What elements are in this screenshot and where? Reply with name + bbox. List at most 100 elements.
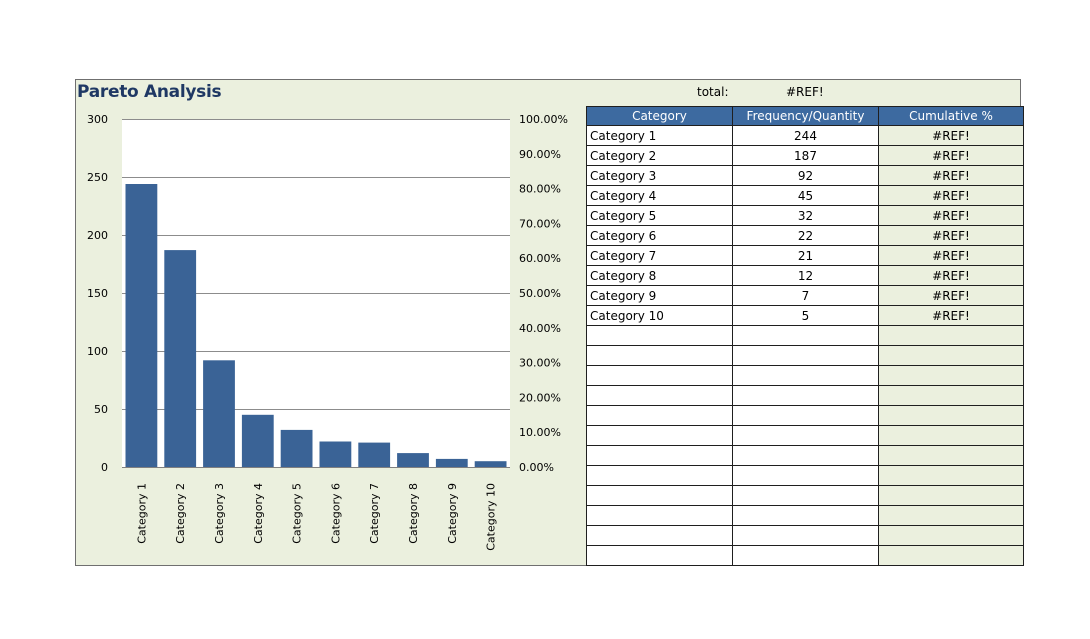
cumulative-cell[interactable]: [878, 325, 1024, 346]
cumulative-cell[interactable]: #REF!: [878, 165, 1024, 186]
frequency-cell[interactable]: 22: [732, 225, 879, 246]
category-cell[interactable]: Category 1: [586, 125, 733, 146]
table-row: Category 6 22 #REF!: [586, 225, 1024, 246]
y2-tick-label: 20.00%: [519, 391, 561, 404]
page-title: Pareto Analysis: [77, 82, 222, 102]
y2-tick-label: 70.00%: [519, 217, 561, 230]
category-cell[interactable]: [586, 385, 733, 406]
cumulative-cell[interactable]: #REF!: [878, 205, 1024, 226]
frequency-cell[interactable]: [732, 545, 879, 566]
frequency-cell[interactable]: 244: [732, 125, 879, 146]
table-row: [586, 345, 1024, 366]
cumulative-cell[interactable]: #REF!: [878, 145, 1024, 166]
category-cell[interactable]: [586, 425, 733, 446]
table-row: [586, 385, 1024, 406]
frequency-cell[interactable]: [732, 345, 879, 366]
table-body: Category 1 244 #REF! Category 2 187 #REF! Cate…: [586, 125, 1024, 566]
frequency-cell[interactable]: 187: [732, 145, 879, 166]
table-row: [586, 325, 1024, 346]
cumulative-cell[interactable]: [878, 545, 1024, 566]
bar: [203, 360, 235, 467]
cumulative-cell[interactable]: #REF!: [878, 285, 1024, 306]
y-tick-label: 150: [87, 287, 108, 300]
bar: [435, 458, 468, 467]
column-header-cumulative[interactable]: Cumulative %: [878, 106, 1024, 126]
x-tick-label: Category 3: [213, 483, 226, 544]
frequency-cell[interactable]: [732, 505, 879, 526]
frequency-cell[interactable]: [732, 365, 879, 386]
frequency-cell[interactable]: 92: [732, 165, 879, 186]
cumulative-cell[interactable]: #REF!: [878, 225, 1024, 246]
table-row: [586, 445, 1024, 466]
category-cell[interactable]: [586, 405, 733, 426]
frequency-cell[interactable]: [732, 385, 879, 406]
category-cell[interactable]: Category 9: [586, 285, 733, 306]
frequency-cell[interactable]: 45: [732, 185, 879, 206]
y2-tick-label: 50.00%: [519, 287, 561, 300]
bar: [164, 250, 197, 467]
cumulative-cell[interactable]: [878, 385, 1024, 406]
frequency-cell[interactable]: [732, 425, 879, 446]
category-cell[interactable]: [586, 365, 733, 386]
category-cell[interactable]: Category 10: [586, 305, 733, 326]
total-label: total:: [697, 85, 729, 99]
table-row: [586, 405, 1024, 426]
cumulative-cell[interactable]: [878, 405, 1024, 426]
bar: [358, 442, 391, 467]
table-row: Category 4 45 #REF!: [586, 185, 1024, 206]
pareto-chart: 0 50 100 150 200 250 300 0.00% 10.00% 20.00% 30.0…: [87, 113, 568, 551]
column-header-category[interactable]: Category: [586, 106, 733, 126]
cumulative-cell[interactable]: #REF!: [878, 185, 1024, 206]
frequency-cell[interactable]: [732, 445, 879, 466]
category-cell[interactable]: Category 3: [586, 165, 733, 186]
category-cell[interactable]: Category 5: [586, 205, 733, 226]
y2-tick-label: 100.00%: [519, 113, 568, 126]
frequency-cell[interactable]: [732, 485, 879, 506]
y-tick-label: 0: [101, 461, 108, 474]
cumulative-cell[interactable]: [878, 345, 1024, 366]
category-cell[interactable]: [586, 325, 733, 346]
x-tick-label: Category 1: [135, 483, 148, 544]
cumulative-cell[interactable]: #REF!: [878, 305, 1024, 326]
category-cell[interactable]: [586, 465, 733, 486]
frequency-cell[interactable]: [732, 525, 879, 546]
category-cell[interactable]: Category 8: [586, 265, 733, 286]
total-value: #REF!: [786, 85, 824, 99]
category-cell[interactable]: [586, 485, 733, 506]
y2-tick-label: 0.00%: [519, 461, 554, 474]
cumulative-cell[interactable]: [878, 465, 1024, 486]
category-cell[interactable]: Category 6: [586, 225, 733, 246]
cumulative-cell[interactable]: #REF!: [878, 265, 1024, 286]
frequency-cell[interactable]: 5: [732, 305, 879, 326]
frequency-cell[interactable]: 32: [732, 205, 879, 226]
table-row: [586, 505, 1024, 526]
category-cell[interactable]: [586, 525, 733, 546]
frequency-cell[interactable]: 12: [732, 265, 879, 286]
category-cell[interactable]: [586, 445, 733, 466]
cumulative-cell[interactable]: #REF!: [878, 125, 1024, 146]
frequency-cell[interactable]: [732, 325, 879, 346]
bar: [241, 414, 274, 467]
cumulative-cell[interactable]: #REF!: [878, 245, 1024, 266]
cumulative-cell[interactable]: [878, 445, 1024, 466]
category-cell[interactable]: Category 4: [586, 185, 733, 206]
category-cell[interactable]: [586, 345, 733, 366]
category-cell[interactable]: [586, 505, 733, 526]
column-header-frequency[interactable]: Frequency/Quantity: [732, 106, 879, 126]
category-cell[interactable]: [586, 545, 733, 566]
x-tick-label: Category 10: [485, 483, 498, 551]
cumulative-cell[interactable]: [878, 425, 1024, 446]
frequency-cell[interactable]: 7: [732, 285, 879, 306]
cumulative-cell[interactable]: [878, 505, 1024, 526]
category-cell[interactable]: Category 2: [586, 145, 733, 166]
cumulative-cell[interactable]: [878, 365, 1024, 386]
category-cell[interactable]: Category 7: [586, 245, 733, 266]
y-tick-label: 250: [87, 171, 108, 184]
frequency-cell[interactable]: [732, 405, 879, 426]
cumulative-cell[interactable]: [878, 525, 1024, 546]
frequency-cell[interactable]: 21: [732, 245, 879, 266]
frequency-cell[interactable]: [732, 465, 879, 486]
cumulative-cell[interactable]: [878, 485, 1024, 506]
x-axis-ticks: Category 1 Category 2 Category 3 Category 4…: [135, 483, 497, 551]
table-row: [586, 525, 1024, 546]
